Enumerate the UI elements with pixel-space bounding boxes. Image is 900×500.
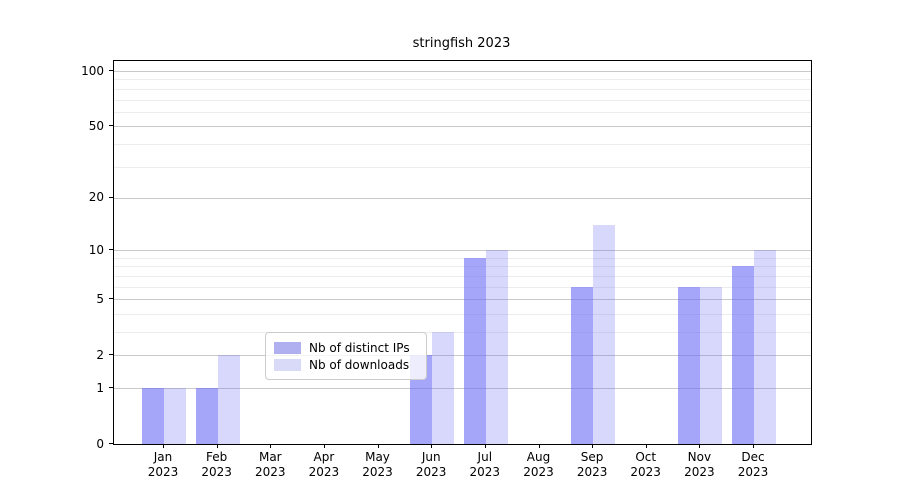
x-tick-mark [592, 444, 594, 448]
gridline-minor [114, 99, 811, 101]
bar-downloads [754, 250, 776, 444]
x-tick-label: Jul 2023 [469, 450, 501, 479]
gridline-minor [114, 266, 811, 268]
legend-item-downloads: Nb of downloads [274, 356, 416, 373]
legend-swatch-downloads [274, 358, 301, 371]
bar-distinct-ips [463, 257, 486, 444]
x-tick-mark [538, 444, 540, 448]
legend: Nb of distinct IPs Nb of downloads [265, 332, 427, 380]
gridline-major [114, 355, 811, 357]
x-tick-mark [377, 444, 379, 448]
x-tick-label: Oct 2023 [630, 450, 661, 479]
gridline-major [114, 197, 811, 199]
y-tick-label: 2 [96, 347, 104, 362]
y-tick-label: 20 [88, 190, 104, 205]
x-tick-mark [216, 444, 218, 448]
x-tick-mark [431, 444, 433, 448]
gridline-minor [114, 79, 811, 81]
y-tick-mark [109, 196, 113, 198]
gridline-minor [114, 166, 811, 168]
x-tick-mark [270, 444, 272, 448]
y-tick-label: 10 [88, 242, 104, 257]
x-tick-label: Sep 2023 [576, 450, 608, 479]
gridline-major [114, 250, 811, 252]
gridline-minor [114, 313, 811, 315]
x-tick-label: Dec 2023 [737, 450, 769, 479]
bar-downloads [485, 250, 508, 444]
bar-distinct-ips [678, 286, 701, 444]
x-tick-label: Aug 2023 [523, 450, 554, 479]
gridline-major [114, 388, 811, 389]
x-tick-label: Apr 2023 [308, 450, 340, 479]
gridline-minor [114, 257, 811, 259]
plot-area [113, 60, 812, 445]
x-tick-mark [163, 444, 164, 448]
x-tick-mark [323, 444, 325, 448]
y-tick-mark [109, 298, 113, 300]
y-tick-label: 100 [81, 63, 104, 78]
legend-item-distinct-ips: Nb of distinct IPs [274, 339, 416, 356]
x-tick-label: Nov 2023 [684, 450, 715, 479]
x-tick-mark [645, 444, 647, 448]
chart-title: stringfish 2023 [412, 36, 511, 51]
bar-downloads [217, 355, 240, 444]
gridline-minor [114, 143, 811, 145]
y-tick-mark [109, 354, 113, 356]
bar-distinct-ips [142, 388, 164, 444]
x-tick-label: Feb 2023 [201, 450, 232, 479]
x-tick-mark [484, 444, 486, 448]
y-tick-mark [109, 387, 113, 388]
gridline-minor [114, 275, 811, 277]
gridline-minor [114, 286, 811, 288]
legend-label-distinct-ips: Nb of distinct IPs [309, 340, 410, 355]
gridline-major [114, 71, 811, 72]
gridline-major [114, 126, 811, 128]
bar-downloads [164, 388, 186, 444]
y-tick-mark [109, 443, 113, 444]
x-tick-label: May 2023 [362, 450, 393, 479]
y-tick-label: 0 [96, 436, 104, 451]
gridline-minor [114, 332, 811, 333]
y-tick-mark [109, 125, 113, 127]
bar-downloads [593, 225, 616, 444]
gridline-minor [114, 111, 811, 113]
x-tick-label: Jun 2023 [415, 450, 447, 479]
bar-distinct-ips [571, 286, 594, 444]
x-tick-mark [699, 444, 701, 448]
bar-downloads [700, 286, 723, 444]
bar-distinct-ips [732, 266, 754, 444]
bar-downloads [432, 332, 455, 444]
y-tick-label: 1 [96, 380, 104, 395]
gridline-minor [114, 88, 811, 90]
legend-swatch-distinct-ips [274, 341, 301, 354]
x-tick-label: Jan 2023 [147, 450, 179, 479]
y-tick-mark [109, 70, 113, 71]
bar-distinct-ips [195, 388, 218, 444]
y-tick-label: 5 [96, 291, 104, 306]
legend-label-downloads: Nb of downloads [309, 357, 410, 372]
x-tick-label: Mar 2023 [255, 450, 286, 479]
gridline-major [114, 299, 811, 301]
y-tick-label: 50 [88, 118, 104, 133]
x-tick-mark [753, 444, 754, 448]
y-tick-mark [109, 249, 113, 251]
